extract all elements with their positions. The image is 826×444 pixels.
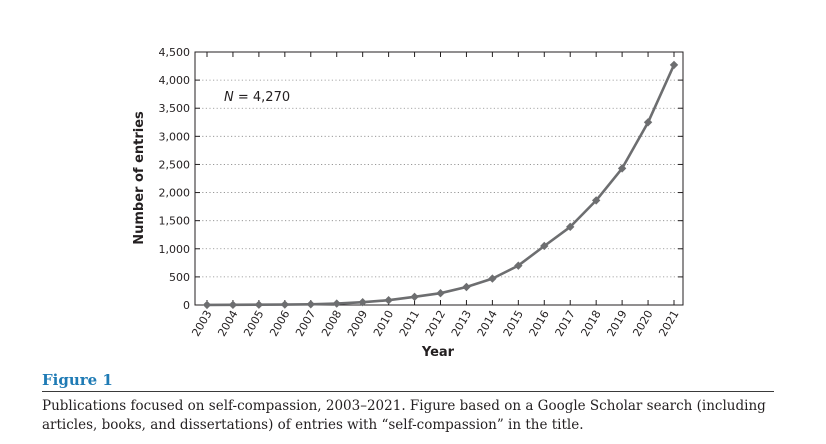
- x-tick-label: 2006: [267, 308, 292, 339]
- data-point: [540, 241, 549, 251]
- x-tick-label: 2007: [293, 308, 318, 339]
- caption-divider: [42, 391, 774, 392]
- plot-frame: [194, 51, 684, 306]
- x-axis-title: Year: [421, 345, 455, 360]
- y-tick-label: 2,500: [159, 158, 191, 171]
- x-tick-label: 2010: [371, 308, 396, 339]
- figure-caption: Publications focused on self-compassion,…: [42, 398, 766, 433]
- data-point: [410, 292, 419, 302]
- y-tick-label: 1,500: [159, 215, 191, 228]
- x-tick-label: 2019: [604, 308, 629, 339]
- data-point: [384, 296, 393, 305]
- x-tick-label: 2012: [423, 308, 448, 339]
- y-tick-label: 4,500: [159, 46, 191, 59]
- x-tick-label: 2011: [397, 308, 422, 339]
- x-tick-label: 2021: [656, 308, 681, 339]
- sample-size-variable: N: [224, 90, 234, 105]
- sample-size-value: = 4,270: [234, 90, 290, 105]
- x-tick-label: 2009: [345, 308, 370, 339]
- data-point: [566, 222, 575, 232]
- gridlines: [195, 51, 683, 278]
- data-point: [306, 300, 315, 309]
- data-point: [358, 297, 367, 307]
- x-tick-label: 2005: [241, 308, 266, 339]
- y-tick-label: 500: [169, 271, 190, 284]
- data-point: [254, 300, 264, 309]
- y-tick-label: 4,000: [159, 74, 191, 87]
- x-tick-label: 2008: [319, 308, 344, 339]
- x-tick-label: 2015: [501, 308, 526, 339]
- x-tick-label: 2004: [215, 308, 240, 339]
- figure-label: Figure 1: [42, 371, 113, 389]
- data-point: [462, 282, 471, 292]
- data-point: [669, 60, 679, 70]
- data-point: [202, 300, 212, 310]
- y-axis-title: Number of entries: [132, 111, 147, 245]
- data-point: [617, 164, 627, 173]
- x-tick-label: 2016: [527, 308, 552, 339]
- y-tick-label: 3,000: [159, 130, 191, 143]
- data-point: [436, 288, 445, 298]
- y-tick-label: 1,000: [159, 243, 191, 256]
- data-point: [488, 274, 497, 283]
- data-point: [280, 300, 290, 309]
- data-point: [228, 300, 238, 310]
- data-series: [202, 60, 679, 310]
- x-tick-label: 2020: [630, 308, 655, 339]
- data-point: [643, 118, 653, 127]
- data-point: [332, 299, 341, 308]
- data-point: [591, 196, 601, 205]
- line-chart: 0 500 1,000 1,500 2,000 2,500 3,000 3,500 4,000 4…: [132, 46, 684, 360]
- x-tick-label: 2017: [553, 308, 578, 339]
- sample-size-annotation: N = 4,270: [224, 90, 290, 105]
- x-tick-label: 2003: [189, 308, 214, 339]
- data-point: [514, 261, 523, 270]
- x-tick-label: 2018: [579, 308, 604, 339]
- x-tick-label: 2014: [475, 308, 500, 339]
- x-tick-label: 2013: [449, 308, 474, 339]
- y-tick-label: 2,000: [159, 187, 191, 200]
- y-tick-label: 3,500: [159, 102, 191, 115]
- y-tick-label: 0: [183, 299, 190, 312]
